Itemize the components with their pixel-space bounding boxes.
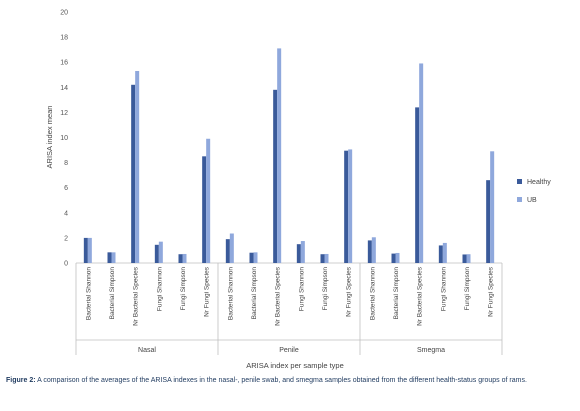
bar-ub <box>371 237 376 263</box>
y-tick-label: 4 <box>64 210 68 217</box>
bar-ub <box>490 151 495 263</box>
y-axis-label: ARISA index mean <box>45 106 54 169</box>
bars <box>83 48 495 263</box>
x-category-label: Nr Bacterial Species <box>417 266 424 326</box>
x-category-label: Bacterial Shannon <box>369 267 376 321</box>
bar-ub <box>229 233 234 263</box>
bar-healthy <box>438 245 443 263</box>
bar-ub <box>324 253 329 263</box>
y-tick-label: 16 <box>60 60 68 67</box>
bar-healthy <box>225 239 230 263</box>
bar-healthy <box>178 254 183 263</box>
bar-healthy <box>486 180 491 263</box>
legend-label-ub: UB <box>527 197 537 204</box>
bar-healthy <box>202 156 207 263</box>
bar-healthy <box>344 150 349 263</box>
y-tick-label: 18 <box>60 35 68 42</box>
x-category-label: Nr Bacterial Species <box>133 266 140 326</box>
bar-healthy <box>273 89 278 263</box>
bar-ub <box>300 241 305 263</box>
group-label: Nasal <box>138 347 156 354</box>
caption-text: A comparison of the averages of the ARIS… <box>37 377 527 384</box>
bar-ub <box>135 70 140 263</box>
x-category-label: Nr Fungi Species <box>346 266 353 317</box>
bar-ub <box>111 252 116 263</box>
x-category-label: Fungi Simpson <box>322 267 329 311</box>
y-tick-label: 12 <box>60 110 68 117</box>
x-axis-label: ARISA index per sample type <box>246 361 344 370</box>
bar-healthy <box>296 244 301 263</box>
y-tick-label: 10 <box>60 135 68 142</box>
bar-ub <box>395 252 400 263</box>
bar-ub <box>442 242 447 263</box>
bar-healthy <box>391 253 396 263</box>
bar-healthy <box>107 252 112 263</box>
y-tick-label: 8 <box>64 160 68 167</box>
x-axis: Bacterial Shannon Bacterial Simpson Nr Bac… <box>75 263 503 355</box>
group-label: Penile <box>279 347 299 354</box>
bar-ub <box>277 48 282 263</box>
y-tick-label: 14 <box>60 85 68 92</box>
legend: Healthy UB <box>517 179 551 204</box>
bar-ub <box>158 241 163 263</box>
y-tick-label: 20 <box>60 10 68 17</box>
y-tick-label: 6 <box>64 185 68 192</box>
x-category-label: Nr Bacterial Species <box>275 266 282 326</box>
bar-ub <box>419 63 424 263</box>
y-tick-label: 2 <box>64 235 68 242</box>
bar-healthy <box>154 244 159 263</box>
bar-healthy <box>415 107 420 263</box>
bar-healthy <box>131 84 136 263</box>
figure-caption: Figure 2: A comparison of the averages o… <box>6 376 572 386</box>
bar-healthy <box>367 240 372 263</box>
x-category-label: Bacterial Shannon <box>85 267 92 321</box>
caption-label: Figure 2: <box>6 377 36 384</box>
y-tick-label: 0 <box>64 261 68 268</box>
bar-healthy <box>320 254 325 263</box>
x-category-label: Fungi Simpson <box>180 267 187 311</box>
group-label: Smegma <box>417 347 445 354</box>
x-category-label: Bacterial Shannon <box>227 267 234 321</box>
x-category-label: Fungi Simpson <box>464 267 471 311</box>
x-category-label: Bacterial Simpson <box>109 267 116 320</box>
x-category-label: Bacterial Simpson <box>393 267 400 320</box>
bar-ub <box>206 138 211 263</box>
x-category-label: Nr Fungi Species <box>204 266 211 317</box>
x-category-label: Fungi Shannon <box>156 267 163 311</box>
x-category-label: Nr Fungi Species <box>488 266 495 317</box>
bar-ub <box>182 253 187 263</box>
y-axis: 0 2 4 6 8 10 12 14 16 18 20 <box>60 10 502 268</box>
bar-ub <box>253 252 258 263</box>
x-category-label: Fungi Shannon <box>440 267 447 311</box>
bar-ub <box>87 237 92 263</box>
legend-label-healthy: Healthy <box>527 179 551 186</box>
bar-healthy <box>249 252 254 263</box>
bar-ub <box>348 149 353 263</box>
bar-ub <box>466 254 471 263</box>
x-category-label: Bacterial Simpson <box>251 267 258 320</box>
x-category-label: Fungi Shannon <box>298 267 305 311</box>
bar-healthy <box>462 254 467 263</box>
legend-swatch-healthy <box>517 179 522 184</box>
bar-healthy <box>83 237 88 263</box>
legend-swatch-ub <box>517 197 522 202</box>
